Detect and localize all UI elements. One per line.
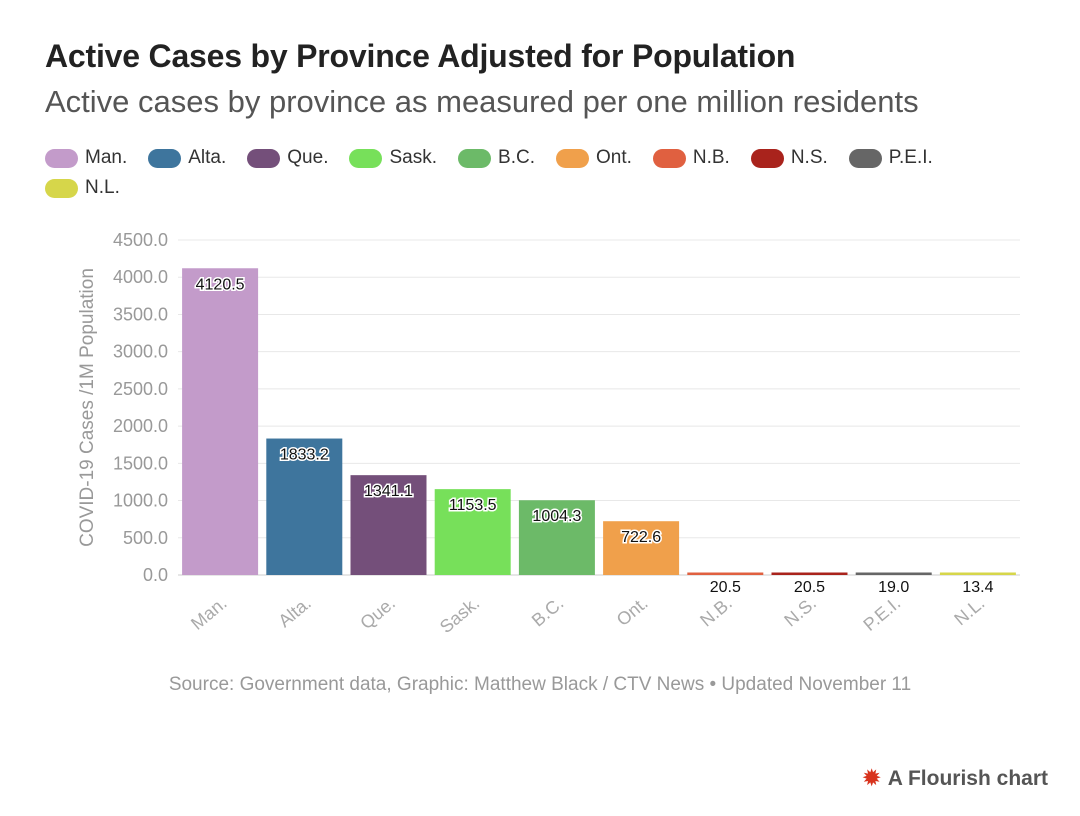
data-label: 1004.3	[532, 508, 581, 525]
chart-title: Active Cases by Province Adjusted for Po…	[45, 38, 796, 74]
y-tick-label: 3500.0	[113, 304, 168, 324]
legend-item[interactable]: Que.	[247, 146, 328, 170]
data-label: 20.5	[794, 579, 825, 596]
legend-swatch	[148, 148, 182, 168]
x-tick-label: N.L.	[950, 593, 988, 630]
y-axis-label: COVID-19 Cases /1M Population	[77, 268, 98, 547]
legend-item[interactable]: Alta.	[148, 146, 226, 170]
source-note: Source: Government data, Graphic: Matthe…	[168, 674, 912, 695]
data-label: 20.5	[710, 579, 741, 596]
y-tick-label: 3000.0	[113, 342, 168, 362]
chart-subtitle: Active cases by province as measured per…	[45, 84, 919, 119]
legend-label: Ont.	[595, 147, 632, 168]
x-tick-label: P.E.I.	[859, 593, 904, 635]
bar	[350, 475, 427, 575]
legend-label: B.C.	[498, 147, 535, 168]
legend-swatch	[555, 148, 589, 168]
legend-item[interactable]: Sask.	[349, 146, 437, 170]
y-tick-label: 4500.0	[113, 230, 168, 250]
data-label: 19.0	[878, 579, 909, 596]
legend-swatch	[45, 148, 78, 168]
bar	[687, 572, 764, 575]
legend-label: Sask.	[389, 147, 438, 168]
data-label: 13.4	[962, 579, 993, 596]
bar	[434, 489, 511, 575]
legend-label: Que.	[287, 147, 329, 168]
y-tick-label: 2500.0	[113, 379, 168, 399]
data-label: 1341.1	[364, 483, 413, 500]
data-label: 4120.5	[196, 276, 245, 293]
flourish-credit-link[interactable]: ✹ A Flourish chart	[862, 767, 1048, 791]
bar-chart: 0.0 500.0 1000.0 1500.0 2000.0 2500.0 3000.0 35…	[77, 230, 1020, 637]
legend-item[interactable]: Ont.	[555, 146, 632, 170]
data-label: 1833.2	[280, 447, 329, 464]
x-tick-label: Sask.	[436, 593, 483, 637]
bar	[518, 500, 595, 575]
data-label: 722.6	[621, 529, 661, 546]
legend-item[interactable]: N.B.	[652, 146, 730, 170]
flourish-credit-label: A Flourish chart	[887, 767, 1048, 790]
legend-label: N.S.	[790, 147, 828, 168]
legend-swatch	[349, 148, 383, 168]
legend-item[interactable]: P.E.I.	[848, 146, 933, 170]
legend-swatch	[458, 148, 492, 168]
legend-swatch	[848, 148, 882, 168]
flourish-burst-icon: ✹	[861, 765, 882, 792]
bar	[603, 521, 680, 575]
x-tick-label: Alta.	[274, 593, 314, 631]
legend-item[interactable]: N.L.	[45, 176, 120, 200]
y-tick-label: 1500.0	[113, 453, 168, 473]
legend-label: Man.	[85, 147, 128, 168]
legend-swatch	[45, 178, 78, 198]
legend-swatch	[247, 148, 281, 168]
legend-label: P.E.I.	[888, 147, 933, 168]
x-tick-label: Que.	[356, 593, 399, 633]
x-tick-label: N.S.	[780, 593, 820, 631]
legend-label: N.L.	[85, 177, 120, 198]
legend: Man. Alta. Que. Sask. B.C. Ont. N.B. N.S. P.E.I.…	[45, 146, 1035, 206]
x-tick-label: Man.	[187, 593, 231, 634]
legend-item[interactable]: B.C.	[458, 146, 535, 170]
data-label: 1153.5	[449, 497, 497, 514]
legend-label: N.B.	[692, 147, 730, 168]
y-tick-label: 4000.0	[113, 267, 168, 287]
y-tick-label: 1000.0	[113, 491, 168, 511]
bar	[855, 572, 932, 575]
legend-swatch	[652, 148, 686, 168]
legend-item[interactable]: N.S.	[750, 146, 828, 170]
x-tick-label: B.C.	[528, 593, 568, 631]
x-tick-label: N.B.	[696, 593, 736, 631]
y-tick-label: 0.0	[143, 565, 168, 585]
legend-swatch	[750, 148, 784, 168]
y-tick-label: 500.0	[123, 528, 168, 548]
bar	[266, 438, 343, 575]
y-tick-label: 2000.0	[113, 416, 168, 436]
bar	[771, 572, 848, 575]
x-tick-label: Ont.	[613, 593, 652, 630]
bar	[182, 268, 259, 575]
legend-item[interactable]: Man.	[45, 146, 127, 170]
bar	[939, 572, 1016, 575]
legend-label: Alta.	[188, 147, 227, 168]
